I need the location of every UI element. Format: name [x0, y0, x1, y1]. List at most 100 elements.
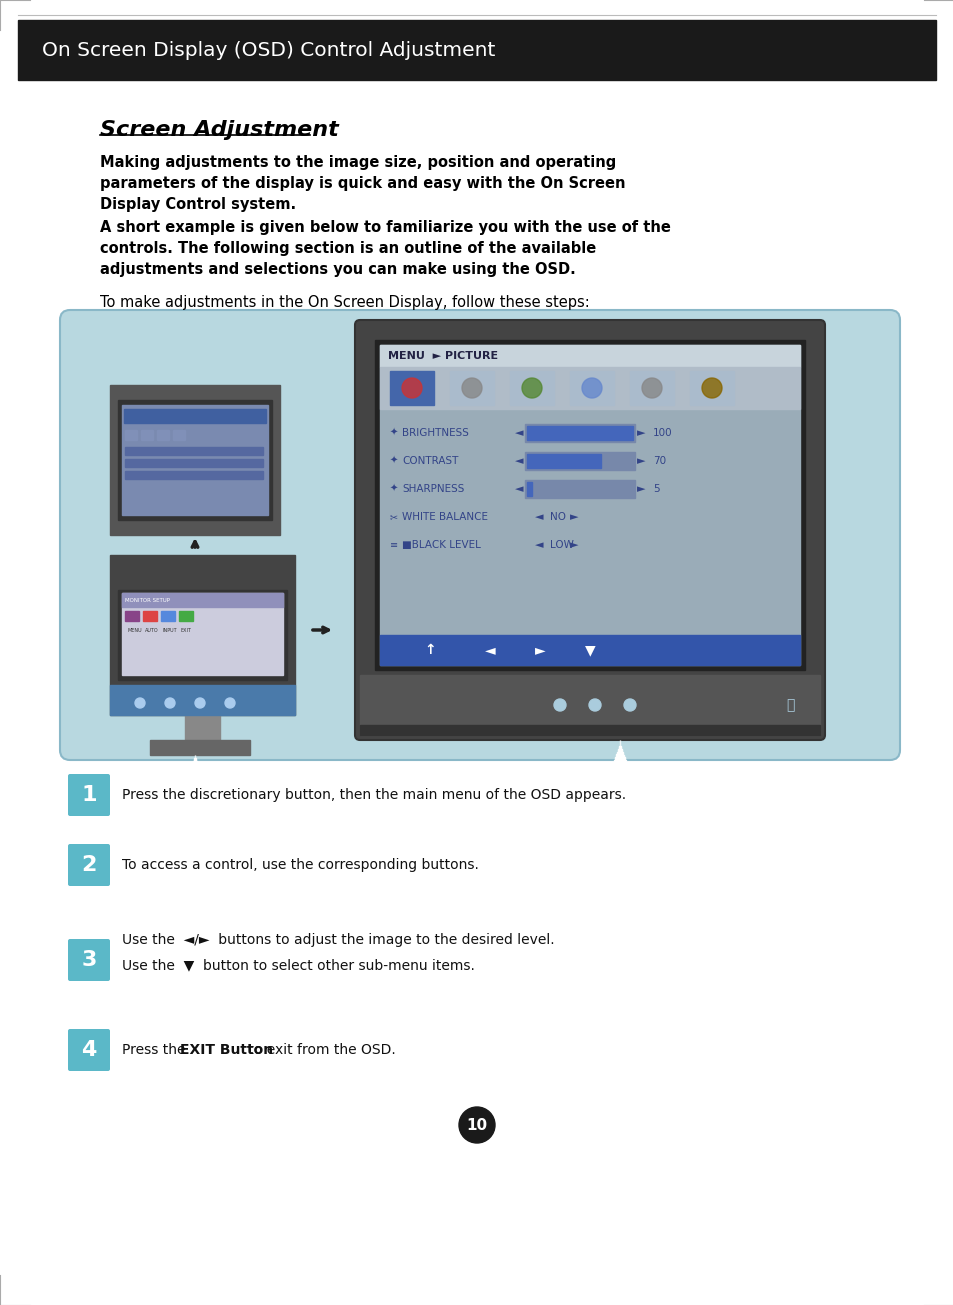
Bar: [122, 592, 283, 607]
Bar: [157, 431, 169, 440]
Bar: [526, 454, 600, 468]
Text: ▼: ▼: [584, 643, 595, 656]
Text: EXIT: EXIT: [181, 628, 192, 633]
Text: ✦: ✦: [390, 455, 397, 466]
Circle shape: [521, 378, 541, 398]
Text: LOW: LOW: [550, 540, 574, 549]
Circle shape: [165, 698, 174, 709]
Text: MONITOR SETUP: MONITOR SETUP: [125, 598, 170, 603]
Circle shape: [461, 378, 481, 398]
Text: 1: 1: [81, 786, 96, 805]
Text: MENU: MENU: [127, 628, 141, 633]
Bar: [124, 408, 266, 423]
Text: ◄: ◄: [535, 540, 543, 549]
Text: AUTO: AUTO: [145, 628, 158, 633]
Text: ◄: ◄: [515, 428, 523, 438]
Bar: [122, 405, 268, 515]
Text: 100: 100: [652, 428, 672, 438]
Bar: [375, 341, 804, 669]
Bar: [524, 480, 635, 499]
Bar: [359, 726, 820, 735]
Text: ►: ►: [637, 428, 645, 438]
Bar: [110, 555, 294, 715]
Text: ✦: ✦: [390, 484, 397, 495]
Text: Press the discretionary button, then the main menu of the OSD appears.: Press the discretionary button, then the…: [122, 788, 625, 803]
Text: Making adjustments to the image size, position and operating
parameters of the d: Making adjustments to the image size, po…: [100, 155, 625, 211]
Bar: [379, 345, 800, 367]
Bar: [18, 20, 935, 80]
Circle shape: [701, 378, 721, 398]
FancyBboxPatch shape: [68, 940, 110, 981]
Text: BRIGHTNESS: BRIGHTNESS: [401, 428, 468, 438]
Bar: [379, 367, 800, 408]
Text: Use the  ▼  button to select other sub-menu items.: Use the ▼ button to select other sub-men…: [122, 958, 475, 972]
Bar: [379, 345, 800, 666]
Text: INPUT: INPUT: [163, 628, 177, 633]
Text: 3: 3: [81, 950, 96, 970]
Text: A short example is given below to familiarize you with the use of the
controls. : A short example is given below to famili…: [100, 221, 670, 277]
Circle shape: [135, 698, 145, 709]
Bar: [629, 371, 673, 405]
Circle shape: [458, 1107, 495, 1143]
Circle shape: [588, 699, 600, 711]
Text: ►: ►: [534, 643, 545, 656]
Text: 10: 10: [466, 1117, 487, 1133]
Text: ✂: ✂: [390, 512, 397, 522]
Text: 2: 2: [81, 855, 96, 874]
Circle shape: [641, 378, 661, 398]
Bar: [524, 424, 635, 442]
Text: ◄: ◄: [535, 512, 543, 522]
Text: ⏻: ⏻: [785, 698, 793, 713]
Text: SHARPNESS: SHARPNESS: [401, 484, 464, 495]
Bar: [179, 611, 193, 621]
FancyBboxPatch shape: [68, 774, 110, 816]
Bar: [125, 459, 263, 467]
Bar: [110, 685, 294, 715]
Text: MENU  ► PICTURE: MENU ► PICTURE: [388, 351, 497, 361]
FancyBboxPatch shape: [68, 844, 110, 886]
Bar: [526, 425, 633, 440]
Bar: [118, 590, 287, 680]
Text: EXIT Button: EXIT Button: [180, 1043, 273, 1057]
Bar: [359, 675, 820, 735]
Text: ►: ►: [569, 540, 578, 549]
Text: ■BLACK LEVEL: ■BLACK LEVEL: [401, 540, 480, 549]
Text: To make adjustments in the On Screen Display, follow these steps:: To make adjustments in the On Screen Dis…: [100, 295, 589, 311]
Bar: [122, 592, 283, 675]
Text: CONTRAST: CONTRAST: [401, 455, 457, 466]
Circle shape: [194, 698, 205, 709]
FancyBboxPatch shape: [355, 320, 824, 740]
Text: 4: 4: [81, 1040, 96, 1060]
Circle shape: [401, 378, 421, 398]
Bar: [510, 371, 554, 405]
Text: WHITE BALANCE: WHITE BALANCE: [401, 512, 488, 522]
Bar: [118, 401, 272, 519]
Circle shape: [554, 699, 565, 711]
Text: to exit from the OSD.: to exit from the OSD.: [244, 1043, 395, 1057]
Bar: [569, 371, 614, 405]
Circle shape: [623, 699, 636, 711]
Bar: [161, 611, 174, 621]
Bar: [110, 385, 280, 535]
Bar: [185, 715, 220, 740]
Text: NO: NO: [550, 512, 565, 522]
Bar: [450, 371, 494, 405]
Bar: [524, 452, 635, 470]
FancyBboxPatch shape: [68, 1030, 110, 1071]
Text: ►: ►: [637, 455, 645, 466]
Text: ◄: ◄: [515, 484, 523, 495]
Text: Press the: Press the: [122, 1043, 190, 1057]
Text: ✦: ✦: [390, 428, 397, 438]
Bar: [689, 371, 733, 405]
Text: To access a control, use the corresponding buttons.: To access a control, use the correspondi…: [122, 857, 478, 872]
Text: ↑: ↑: [424, 643, 436, 656]
Bar: [143, 611, 157, 621]
FancyBboxPatch shape: [60, 311, 899, 760]
Bar: [125, 471, 263, 479]
Text: ◄: ◄: [484, 643, 495, 656]
Text: 70: 70: [652, 455, 665, 466]
Circle shape: [225, 698, 234, 709]
Text: ≡: ≡: [390, 540, 397, 549]
Bar: [172, 431, 185, 440]
Bar: [379, 636, 800, 666]
